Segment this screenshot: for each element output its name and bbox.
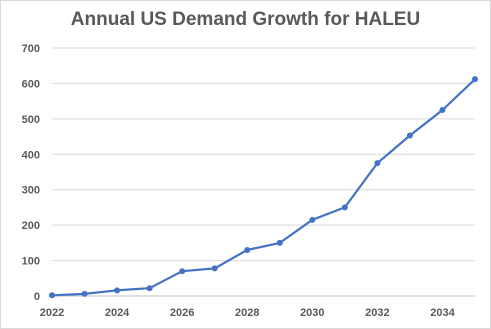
x-tick-label: 2026 bbox=[170, 307, 194, 319]
x-tick-label: 2030 bbox=[300, 307, 324, 319]
series-line bbox=[51, 78, 476, 297]
x-tick-label: 2022 bbox=[40, 307, 64, 319]
data-point bbox=[244, 246, 251, 253]
data-point bbox=[211, 265, 218, 272]
data-point bbox=[341, 204, 348, 211]
data-point bbox=[146, 285, 153, 292]
y-tick-label: 300 bbox=[22, 185, 40, 197]
data-point bbox=[114, 287, 121, 294]
y-tick-label: 100 bbox=[22, 256, 40, 268]
chart-title: Annual US Demand Growth for HALEU bbox=[70, 9, 421, 30]
y-tick-label: 400 bbox=[22, 149, 40, 161]
series-layer bbox=[49, 76, 478, 299]
data-point bbox=[374, 160, 381, 167]
data-point bbox=[439, 107, 446, 113]
data-point bbox=[49, 292, 55, 299]
data-point bbox=[276, 239, 283, 246]
data-point bbox=[309, 216, 316, 223]
data-point bbox=[406, 132, 413, 139]
y-tick-label: 0 bbox=[34, 291, 40, 303]
y-tick-label: 500 bbox=[22, 114, 40, 126]
y-tick-label: 700 bbox=[22, 43, 40, 55]
y-tick-label: 200 bbox=[22, 220, 40, 232]
data-point bbox=[472, 76, 478, 83]
x-axis-ticks: 2022 2024 2026 2028 2030 2032 2034 bbox=[40, 307, 456, 319]
data-point bbox=[179, 268, 186, 275]
x-tick-label: 2032 bbox=[365, 307, 389, 319]
y-axis-ticks: 0 100 200 300 400 500 600 700 bbox=[22, 43, 40, 303]
x-tick-label: 2024 bbox=[105, 307, 130, 319]
x-tick-label: 2028 bbox=[235, 307, 259, 319]
data-point bbox=[81, 290, 88, 297]
y-tick-label: 600 bbox=[22, 78, 40, 90]
gridlines bbox=[52, 47, 475, 297]
x-tick-label: 2034 bbox=[430, 307, 455, 319]
